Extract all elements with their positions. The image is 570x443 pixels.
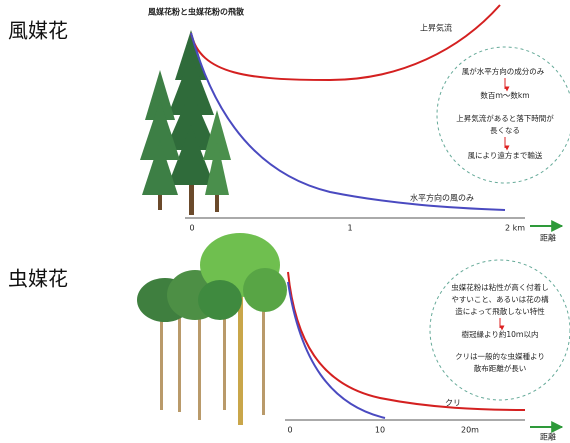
note: 造によって飛散しない特性	[455, 306, 545, 316]
axis-label: 距離	[540, 233, 556, 243]
updraft-label: 上昇気流	[420, 23, 452, 33]
tick-label: 1	[347, 224, 352, 233]
tick-label: 0	[189, 224, 194, 233]
chestnut-label: クリ	[445, 399, 461, 408]
axis-label: 距離	[540, 432, 556, 442]
note: 虫媒花粉は粘性が高く付着し	[451, 282, 549, 292]
updraft-curve	[190, 4, 501, 82]
deciduous-trees	[137, 233, 287, 425]
horizontal-label: 水平方向の風のみ	[410, 193, 474, 203]
note: 風が水平方向の成分のみ	[462, 66, 545, 76]
insect-label: 虫媒花	[8, 267, 68, 291]
note: 上昇気流があると落下時間が	[456, 113, 554, 123]
conifer-trees	[140, 30, 231, 215]
note: やすいこと、あるいは花の構	[451, 294, 549, 304]
note: 長くなる	[490, 126, 520, 135]
horizontal-curve	[190, 32, 506, 211]
note-circle	[429, 259, 570, 401]
tick-label: 10	[375, 426, 385, 435]
note: 散布距離が長い	[474, 363, 527, 373]
note: クリは一般的な虫媒種より	[455, 351, 545, 361]
chestnut-curve	[287, 271, 526, 411]
tick-label: 2 km	[505, 224, 525, 233]
note: 数百ｍ～数km	[480, 90, 529, 100]
note-circle	[436, 46, 570, 184]
note: 風により遠方まで輸送	[468, 150, 543, 160]
tick-label: 0	[287, 426, 292, 435]
wind-label: 風媒花	[8, 19, 68, 43]
insect-curve	[287, 281, 386, 419]
note: 樹冠縁より約10ｍ以内	[462, 329, 539, 339]
title: 風媒花粉と虫媒花粉の飛散	[148, 7, 245, 17]
tick-label: 20m	[461, 426, 479, 435]
